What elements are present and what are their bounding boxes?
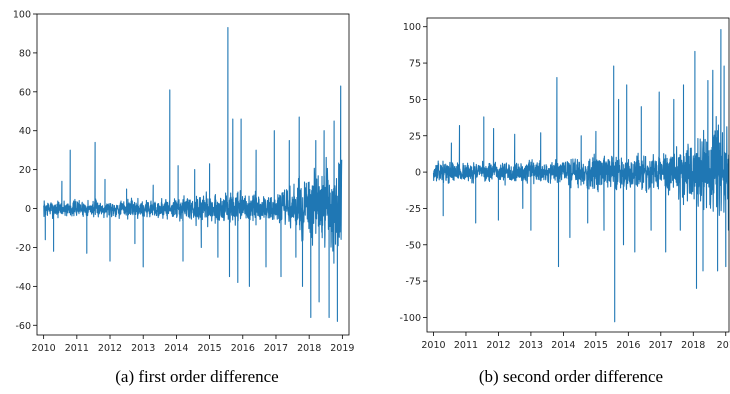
x-tick-label-a-0: 2010 [32,343,56,354]
x-tick-label-b-2: 2012 [486,340,510,351]
x-tick-label-a-2: 2012 [98,343,122,354]
x-tick-label-a-4: 2014 [164,343,188,354]
y-tick-label-a-2: -20 [15,243,31,254]
y-tick-label-b-3: -25 [405,204,421,215]
x-tick-label-b-9: 201 [717,340,730,351]
plot-frame-a [36,13,350,336]
y-tick-label-b-5: 25 [409,131,421,142]
x-tick-label-a-5: 2015 [198,343,222,354]
y-tick-label-a-4: 20 [19,165,31,176]
series-line-b [432,29,729,323]
y-tick-label-a-1: -40 [15,282,31,293]
x-tick-label-a-1: 2011 [65,343,89,354]
x-tick-label-a-7: 2017 [264,343,288,354]
y-tick-label-b-7: 75 [409,59,421,70]
x-tick-label-b-4: 2014 [551,340,575,351]
x-tick-label-b-0: 2010 [421,340,445,351]
x-tick-label-a-8: 2018 [297,343,321,354]
plot-frame-b [426,17,730,333]
chart-first-order-difference: 2010 2011 2012 2013 2014 2015 2016 2017 2018 2019… [13,10,355,355]
x-tick-label-b-7: 2017 [649,340,673,351]
y-tick-label-a-6: 60 [19,87,31,98]
y-tick-label-a-5: 40 [19,126,31,137]
y-tick-label-a-8: 100 [13,10,31,21]
x-tick-label-b-6: 2016 [616,340,640,351]
caption-a: (a) first order difference [115,367,278,386]
y-tick-label-b-8: 100 [403,22,421,33]
y-tick-label-a-0: -60 [15,321,31,332]
x-tick-label-b-5: 2015 [584,340,608,351]
series-line-a [43,27,343,322]
y-tick-label-b-0: -100 [399,313,421,324]
y-tick-label-b-2: -50 [405,240,421,251]
x-tick-label-a-9: 2019 [330,343,354,354]
caption-b: (b) second order difference [479,367,663,386]
x-tick-label-b-8: 2018 [681,340,705,351]
y-tick-label-b-6: 50 [409,95,421,106]
chart-second-order-difference: 2010 2011 2012 2013 2014 2015 2016 2017 2018 201 -… [399,17,730,351]
x-tick-label-a-3: 2013 [131,343,155,354]
x-tick-label-b-3: 2013 [519,340,543,351]
y-tick-label-a-3: 0 [25,204,31,215]
y-tick-label-b-1: -75 [405,277,421,288]
x-tick-label-a-6: 2016 [231,343,255,354]
x-tick-label-b-1: 2011 [454,340,478,351]
y-tick-label-b-4: 0 [415,168,421,179]
y-tick-label-a-7: 80 [19,48,31,59]
